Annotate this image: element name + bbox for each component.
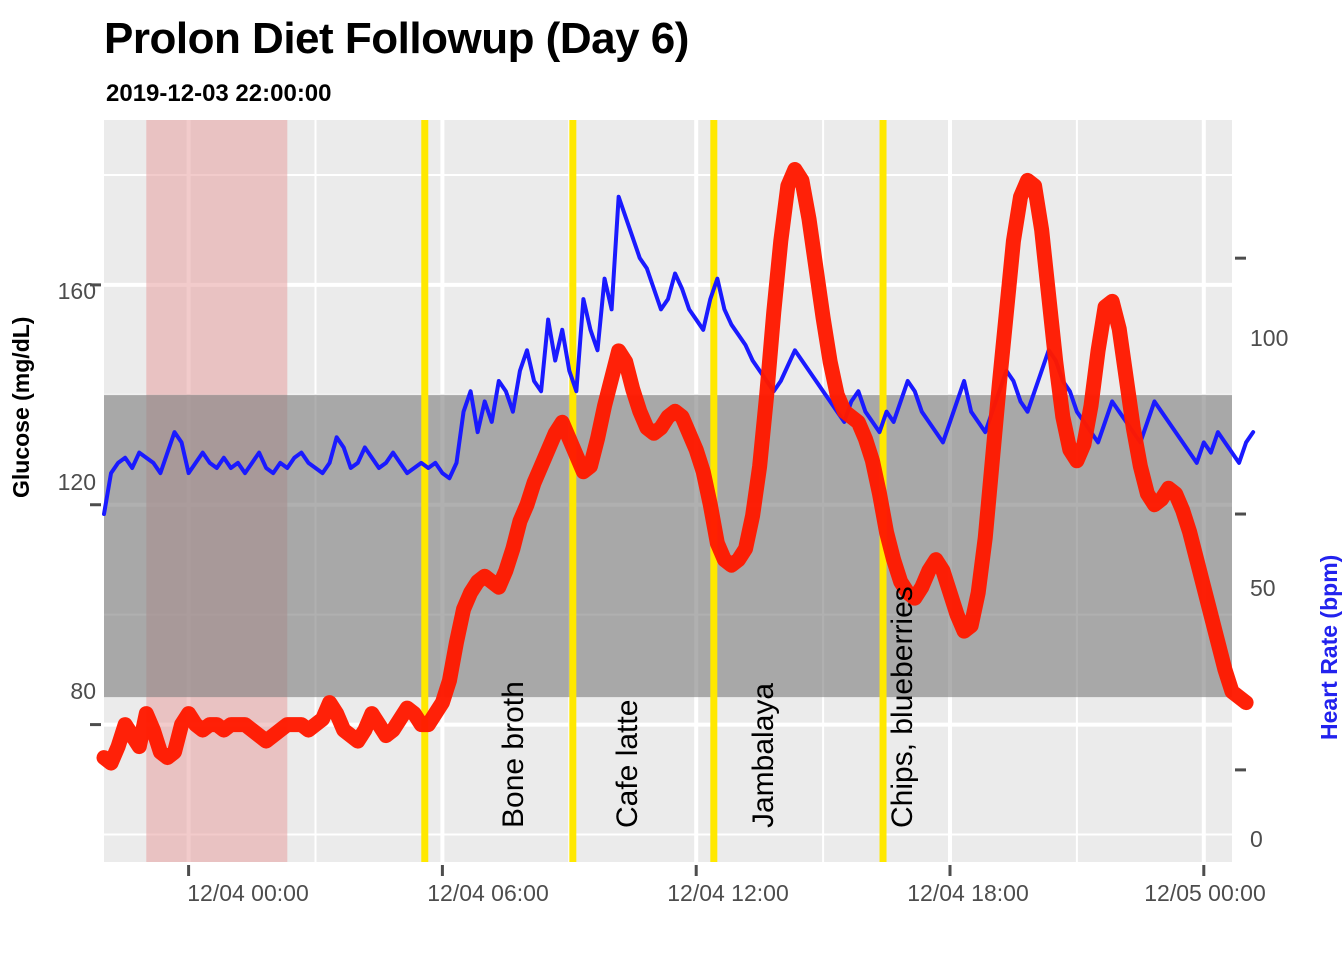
annotation-label-bone-broth: Bone broth — [497, 681, 530, 828]
y-tick-left-160: 160 — [57, 278, 96, 304]
y-tick-left-80: 80 — [70, 678, 96, 704]
x-tick-1: 12/04 00:00 — [187, 880, 309, 906]
x-tick-3: 12/04 12:00 — [667, 880, 789, 906]
y-tick-right-100: 100 — [1250, 325, 1289, 351]
y-axis-right-label: Heart Rate (bpm) — [1316, 554, 1342, 740]
y-tick-right-0: 0 — [1250, 826, 1263, 852]
y-tick-right-50: 50 — [1250, 575, 1276, 601]
y-tick-left-120: 120 — [57, 469, 96, 495]
annotation-label-cafe-latte: Cafe latte — [611, 699, 644, 828]
x-tick-5: 12/05 00:00 — [1144, 880, 1266, 906]
annotation-label-jambalaya: Jambalaya — [747, 682, 780, 828]
x-tick-2: 12/04 06:00 — [427, 880, 549, 906]
annotation-label-chips-blueberries: Chips, blueberries — [886, 586, 919, 828]
x-tick-4: 12/04 18:00 — [907, 880, 1029, 906]
chart-subtitle: 2019-12-03 22:00:00 — [106, 80, 332, 107]
page-title: Prolon Diet Followup (Day 6) — [104, 14, 689, 63]
